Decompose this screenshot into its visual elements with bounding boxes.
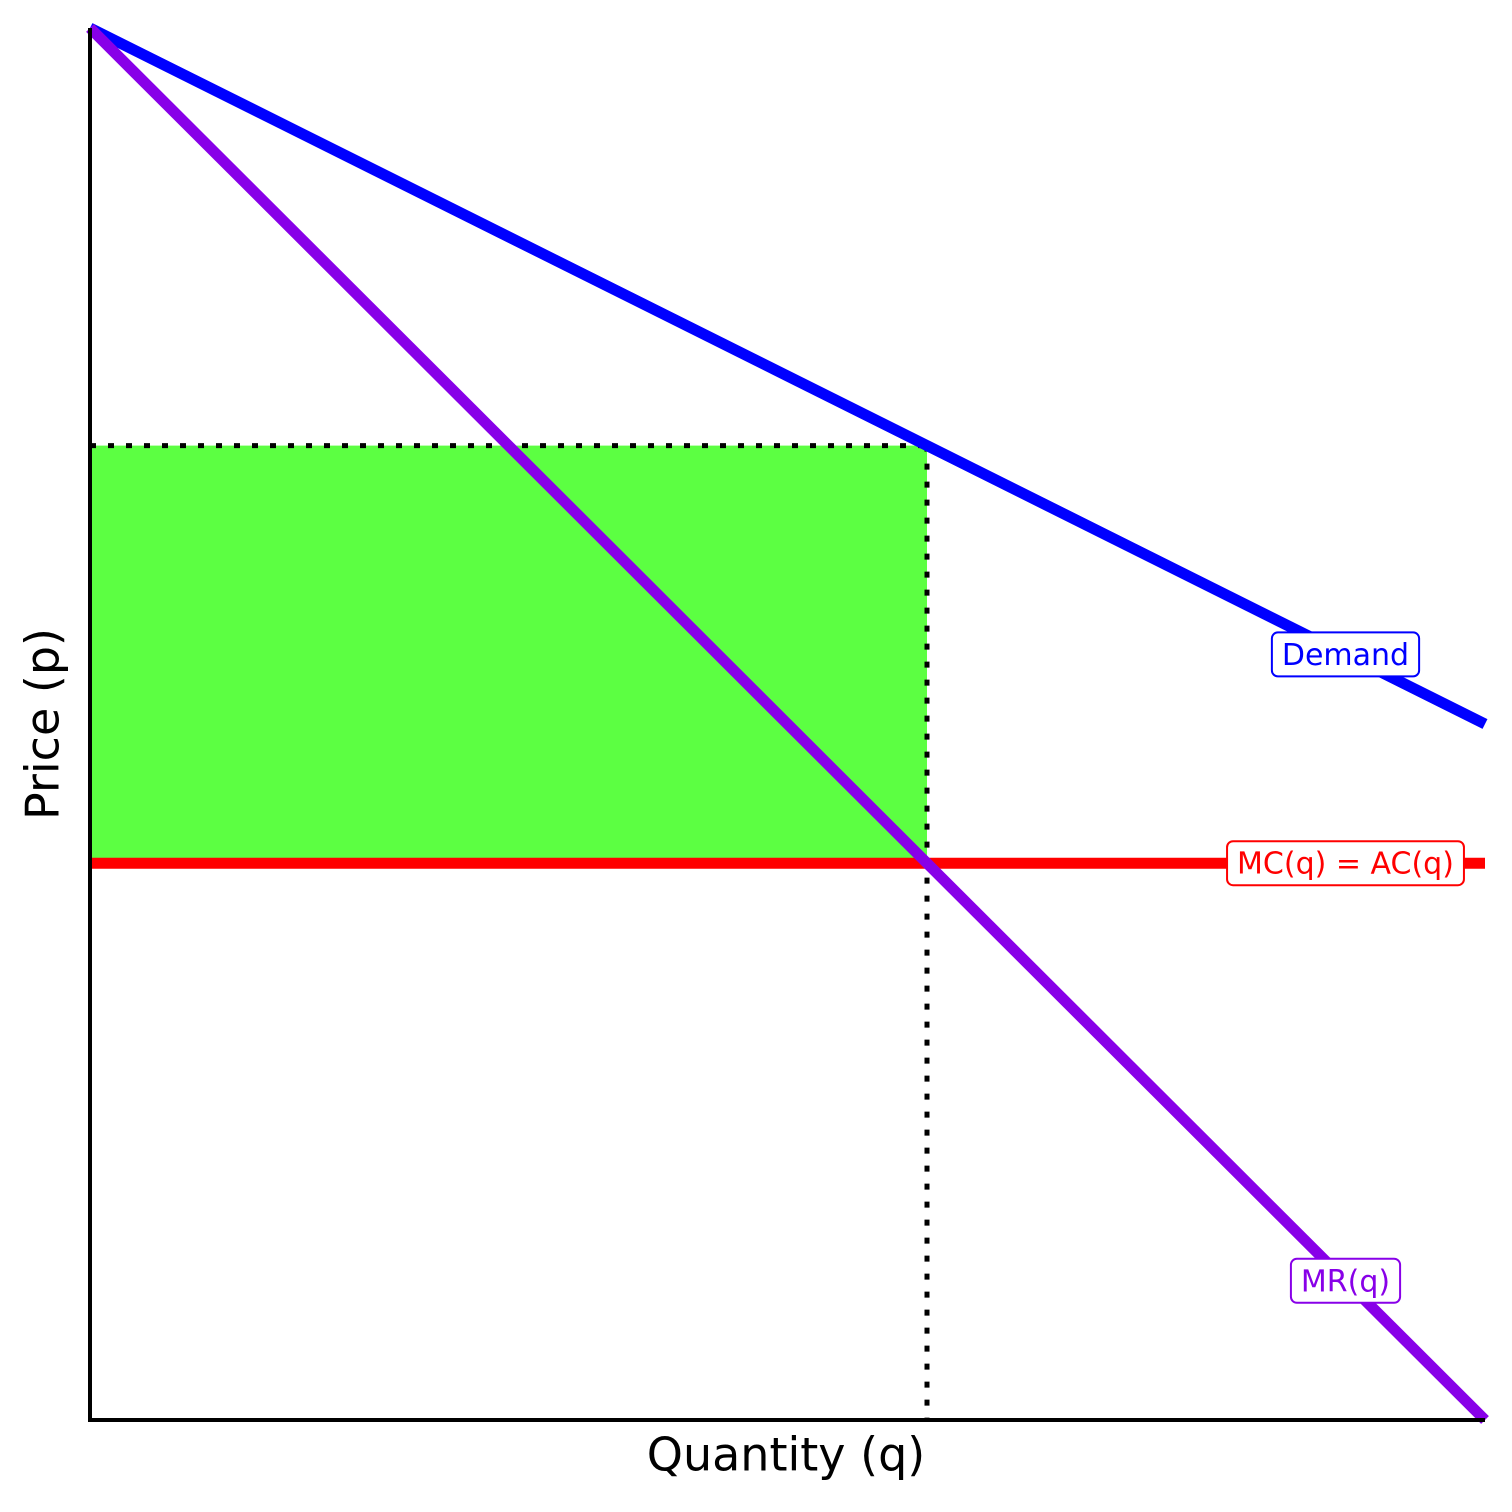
x-axis-label: Quantity (q): [647, 1428, 926, 1482]
profit-area: [90, 445, 927, 864]
label-box: [1270, 631, 1421, 678]
y-axis-label: Price (p): [16, 628, 70, 820]
label-box: [1289, 1257, 1402, 1304]
legend-entry: Demand: [1270, 631, 1421, 678]
series-label: MR(q): [1301, 1264, 1390, 1299]
series-label: Demand: [1282, 638, 1409, 673]
label-box: [1226, 840, 1465, 887]
line: [86, 24, 1489, 1424]
legend-entry: MR(q): [1289, 1257, 1402, 1304]
series-label: MC(q) = AC(q): [1237, 847, 1454, 882]
legend-entry: MC(q) = AC(q): [1226, 840, 1465, 887]
line: [87, 23, 1488, 729]
